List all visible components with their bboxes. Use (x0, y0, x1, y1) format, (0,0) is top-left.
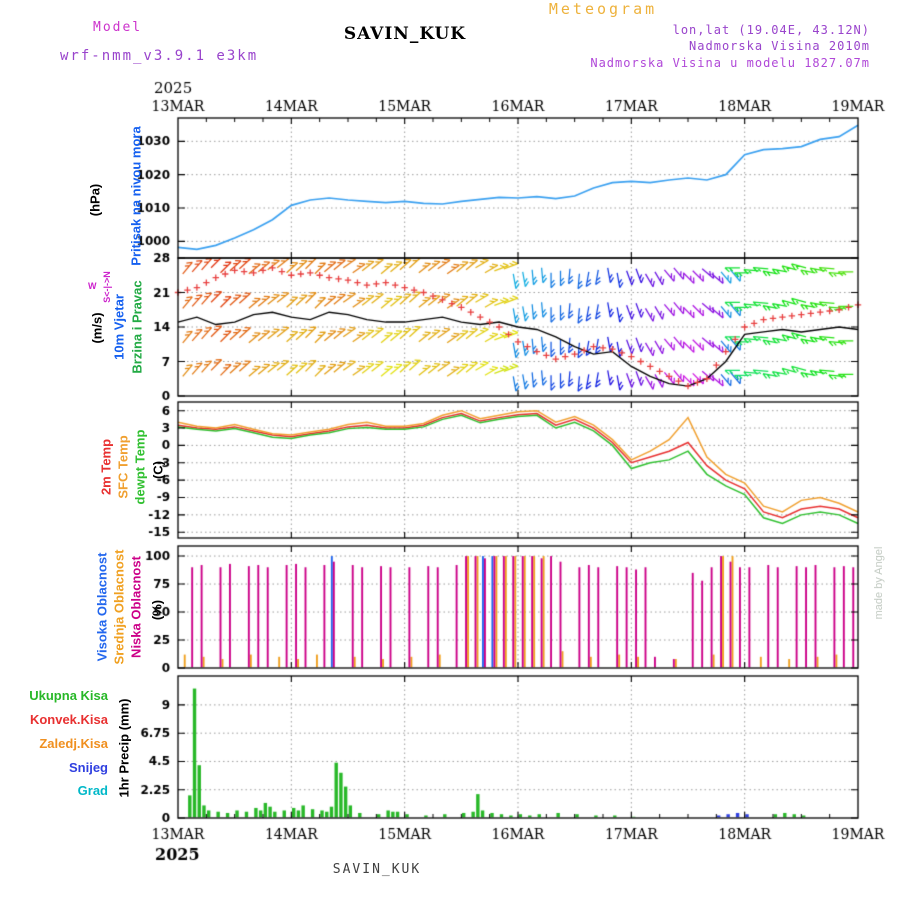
temp-dew-label: dewpt Temp (132, 429, 148, 505)
cloud-mid-label: Srednja Oblacnost (111, 549, 127, 665)
temp-sfc-label: SFC Temp (115, 435, 131, 499)
pressure-unit-label: (hPa) (87, 183, 103, 217)
model-name-label: wrf-nmm_v3.9.1 e3km (60, 48, 259, 64)
cloud-low-label: Niska Oblacnost (128, 556, 144, 658)
precip-unit-label: 1hr Precip (mm) (116, 698, 132, 798)
precip-legend-snow: Snijeg (68, 760, 108, 775)
credit-label: made by Angel (873, 546, 885, 620)
temp-unit-label: (C) (150, 460, 166, 480)
elevation-label: Nadmorska Visina 2010m (689, 39, 870, 53)
precip-legend-total: Ukupna Kisa (29, 688, 108, 703)
precip-legend-convective: Konvek.Kisa (29, 712, 108, 727)
lonlat-label: lon,lat (19.04E, 43.12N) (672, 23, 870, 37)
pressure-axis-label: Pritisak na nivou mora (128, 126, 144, 266)
cloud-unit-label: (%) (149, 599, 165, 621)
cloud-high-label: Visoka Oblacnost (94, 552, 110, 662)
wind-compass-w: W (88, 281, 97, 291)
page-title: Meteogram (548, 0, 658, 18)
wind-axis-label-2: Brzina i Pravac (129, 280, 145, 374)
wind-compass-axis: S<-|->N (102, 271, 112, 303)
precip-legend-hail: Grad (77, 783, 108, 798)
wind-unit-label: (m/s) (89, 312, 105, 344)
model-elevation-label: Nadmorska Visina u modelu 1827.07m (590, 56, 870, 70)
footer-station-label: SAVIN_KUK (332, 862, 422, 877)
wind-axis-label-1: 10m Vjetar (111, 294, 127, 360)
precip-legend-frozen: Zaledj.Kisa (39, 736, 108, 751)
temp-2m-label: 2m Temp (98, 438, 114, 496)
station-title: SAVIN_KUK (343, 24, 467, 44)
model-label: Model (93, 20, 143, 35)
